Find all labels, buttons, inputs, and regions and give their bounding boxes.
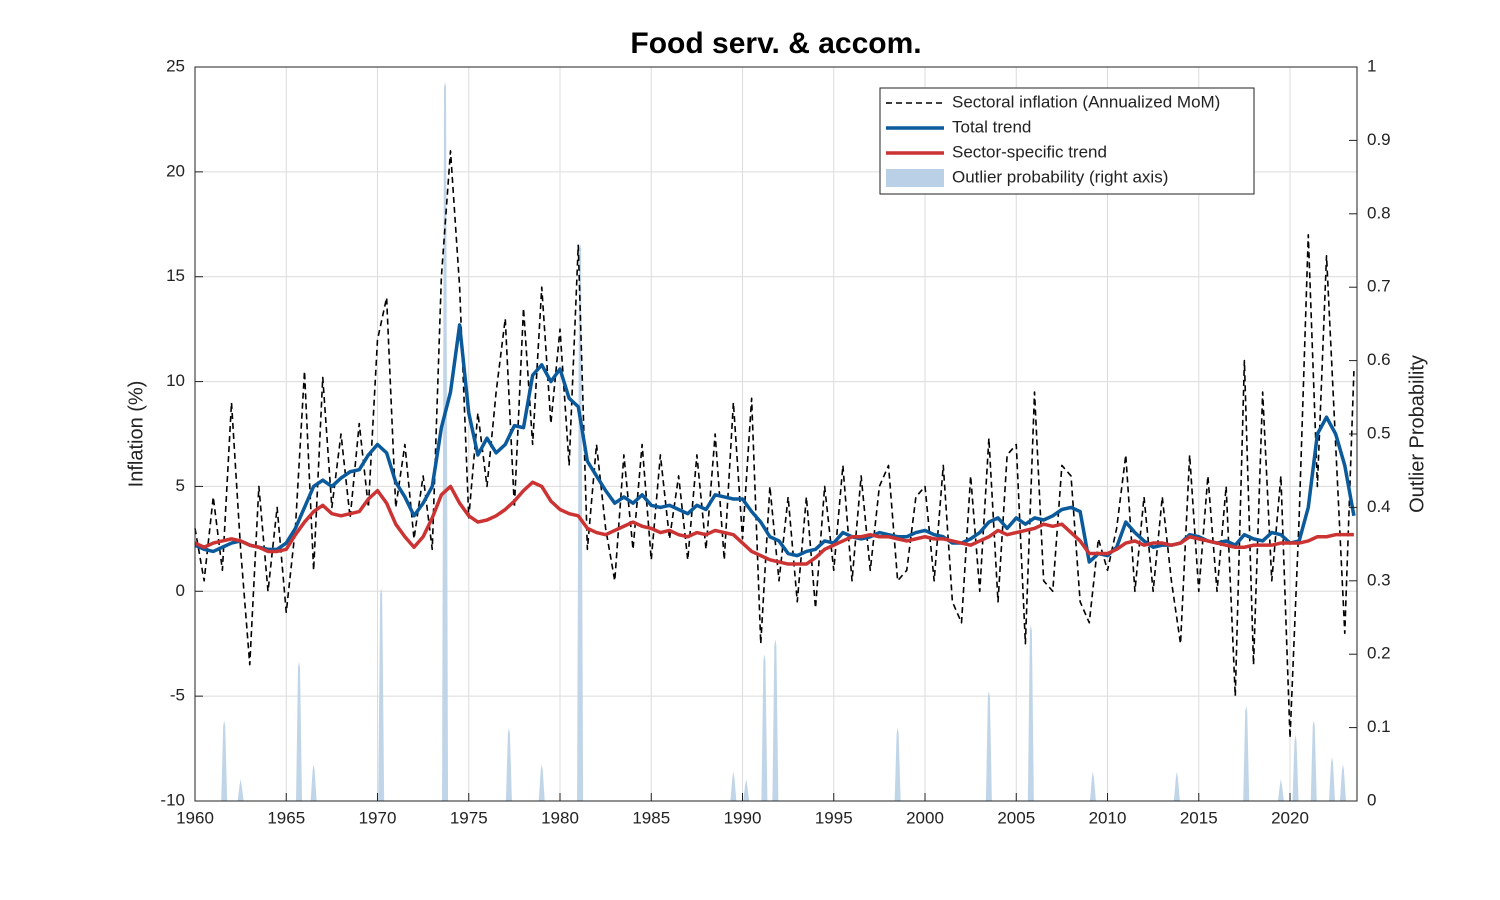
outlier-spike bbox=[1173, 771, 1180, 801]
y-tick-label: 20 bbox=[166, 161, 185, 180]
outlier-spike bbox=[1310, 720, 1317, 801]
outlier-spike bbox=[577, 243, 584, 801]
x-tick-label: 1975 bbox=[450, 808, 488, 827]
y2-tick-label: 1 bbox=[1367, 56, 1376, 75]
x-tick-label: 1980 bbox=[541, 808, 579, 827]
x-tick-label: 1965 bbox=[267, 808, 305, 827]
outlier-spike bbox=[985, 690, 992, 801]
y-tick-label: 10 bbox=[166, 371, 185, 390]
y2-tick-label: 0.5 bbox=[1367, 423, 1391, 442]
y2-axis-label: Outlier Probability bbox=[1406, 355, 1428, 513]
series-line bbox=[194, 323, 1356, 564]
x-tick-label: 1985 bbox=[632, 808, 670, 827]
y-tick-label: -5 bbox=[170, 686, 185, 705]
outlier-spike bbox=[1027, 624, 1034, 801]
legend-label: Sector-specific trend bbox=[952, 142, 1107, 161]
x-tick-label: 2005 bbox=[997, 808, 1035, 827]
x-tick-label: 2015 bbox=[1180, 808, 1218, 827]
y2-tick-label: 0.6 bbox=[1367, 350, 1391, 369]
y-tick-label: 0 bbox=[176, 581, 185, 600]
y2-tick-label: 0.7 bbox=[1367, 277, 1391, 296]
y2-tick-label: 0.9 bbox=[1367, 130, 1391, 149]
x-tick-label: 1995 bbox=[815, 808, 853, 827]
outlier-spike bbox=[743, 778, 750, 801]
outlier-spike bbox=[221, 720, 228, 801]
outlier-spike bbox=[442, 81, 449, 802]
y2-tick-label: 0.3 bbox=[1367, 570, 1391, 589]
series-line bbox=[194, 480, 1354, 566]
outlier-spike bbox=[730, 771, 737, 801]
outlier-spike bbox=[1292, 734, 1299, 801]
y-tick-label: 25 bbox=[166, 56, 185, 75]
outlier-spike bbox=[894, 727, 901, 801]
chart-title: Food serv. & accom. bbox=[630, 27, 921, 60]
y2-tick-label: 0.2 bbox=[1367, 644, 1391, 663]
outlier-spike bbox=[1089, 771, 1096, 801]
y-axis-label: Inflation (%) bbox=[125, 381, 147, 488]
outlier-spike bbox=[505, 727, 512, 801]
x-tick-label: 1970 bbox=[359, 808, 397, 827]
outlier-spike bbox=[772, 639, 779, 801]
legend: Sectoral inflation (Annualized MoM) Total… bbox=[879, 87, 1255, 195]
legend-swatch bbox=[886, 169, 944, 187]
outlier-spike bbox=[538, 764, 545, 801]
legend-label: Sectoral inflation (Annualized MoM) bbox=[952, 92, 1220, 111]
y2-tick-label: 0.1 bbox=[1367, 717, 1391, 736]
outlier-spike bbox=[296, 661, 303, 801]
y2-tick-label: 0.8 bbox=[1367, 203, 1391, 222]
outlier-spike bbox=[1328, 756, 1335, 801]
series-line bbox=[194, 150, 1355, 739]
x-tick-label: 1990 bbox=[724, 808, 762, 827]
y-tick-label: 5 bbox=[176, 476, 185, 495]
axes-box bbox=[194, 66, 1358, 802]
outlier-spike bbox=[237, 778, 244, 801]
outlier-spike bbox=[310, 764, 317, 801]
outlier-spike bbox=[378, 588, 385, 801]
y2-tick-label: 0 bbox=[1367, 790, 1376, 809]
legend-label: Outlier probability (right axis) bbox=[952, 167, 1168, 186]
outlier-spike bbox=[1243, 705, 1250, 801]
outlier-spike bbox=[1339, 764, 1346, 801]
x-tick-label: 2000 bbox=[906, 808, 944, 827]
y2-tick-label: 0.4 bbox=[1367, 497, 1391, 516]
x-tick-label: 2020 bbox=[1271, 808, 1309, 827]
outlier-spike bbox=[1277, 778, 1284, 801]
y-tick-label: 15 bbox=[166, 266, 185, 285]
y-tick-label: -10 bbox=[160, 790, 185, 809]
x-tick-label: 1960 bbox=[176, 808, 214, 827]
x-tick-label: 2010 bbox=[1089, 808, 1127, 827]
legend-label: Total trend bbox=[952, 117, 1031, 136]
outlier-spike bbox=[761, 654, 768, 801]
